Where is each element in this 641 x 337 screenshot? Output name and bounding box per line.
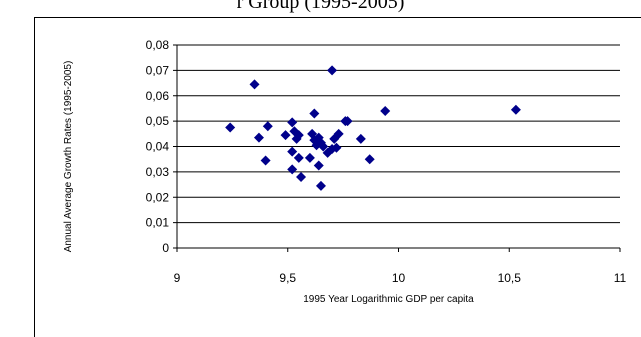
data-point [333,128,344,139]
data-point [225,122,236,133]
data-point [380,105,391,116]
data-point [296,171,307,182]
data-point [287,117,298,128]
data-point [280,130,291,141]
data-points [225,65,521,191]
data-point [315,180,326,191]
data-point [287,164,298,175]
y-tick-label: 0,02 [146,190,170,204]
data-point [355,133,366,144]
data-point [260,155,271,166]
y-tick-label: 0,07 [146,63,170,77]
axes [173,44,621,252]
data-point [262,121,273,132]
data-point [364,154,375,165]
y-tick-label: 0 [162,241,169,255]
y-tick-label: 0,04 [146,140,170,154]
x-tick-label: 9 [174,271,181,285]
x-tick-label: 10 [392,271,406,285]
data-point [331,142,342,153]
chart-title-fragment: r Group (1995-2005) [236,0,405,13]
grid-lines [177,44,620,224]
y-tick-labels: 0 0,01 0,02 0,03 0,04 0,05 0,06 0,07 0,08 [146,38,170,255]
chart-area-border [34,17,641,337]
y-tick-label: 0,06 [146,89,170,103]
x-axis-title: 1995 Year Logarithmic GDP per capita [303,294,474,305]
data-point [510,104,521,115]
data-point [287,146,298,157]
y-tick-label: 0,08 [146,38,170,52]
y-tick-label: 0,01 [146,216,170,230]
data-point [342,116,353,127]
data-point [304,152,315,163]
x-tick-label: 9,5 [279,271,296,285]
data-point [253,132,264,143]
data-point [318,141,329,152]
data-point [293,130,304,141]
y-axis-title: Annual Average Growth Rates (1995-2005) [63,61,74,253]
data-point [313,160,324,171]
y-tick-label: 0,03 [146,165,170,179]
x-tick-label: 10,5 [498,271,522,285]
y-tick-label: 0,05 [146,114,170,128]
data-point [293,152,304,163]
x-tick-labels: 9 9,5 10 10,5 11 [174,271,627,285]
data-point [249,79,260,90]
data-point [309,108,320,119]
x-tick-label: 11 [614,271,627,285]
data-point [327,65,338,76]
